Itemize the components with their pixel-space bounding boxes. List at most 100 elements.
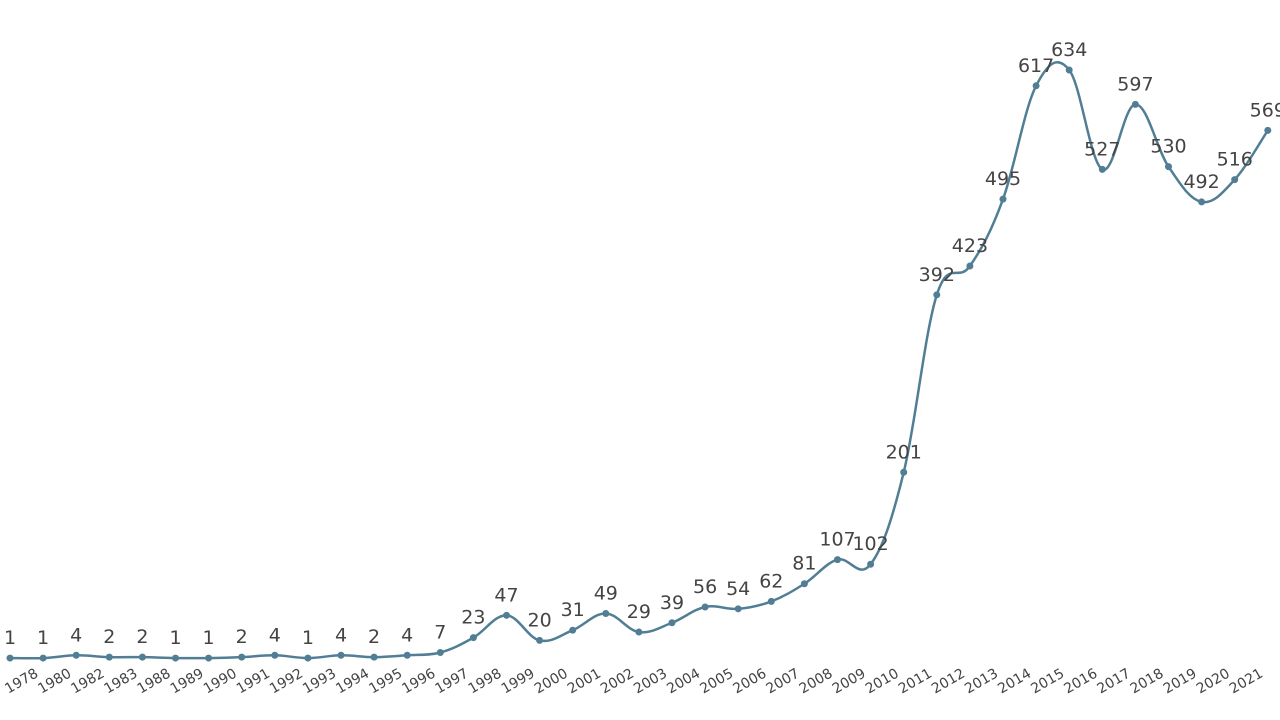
data-label: 201 [886, 441, 922, 463]
data-label: 47 [494, 584, 518, 606]
data-label: 49 [594, 582, 618, 604]
x-tick-label: 2021 [1227, 666, 1266, 698]
data-point [172, 654, 179, 662]
data-label: 107 [819, 529, 855, 551]
data-label: 2 [236, 626, 248, 648]
x-tick-label: 1988 [135, 666, 174, 698]
data-point [337, 651, 345, 659]
data-label: 39 [660, 592, 684, 614]
data-point [72, 651, 80, 659]
data-point [966, 262, 974, 270]
data-label: 597 [1117, 73, 1153, 95]
data-point [602, 609, 610, 617]
data-label: 617 [1018, 55, 1054, 77]
data-label: 530 [1150, 136, 1186, 158]
data-point [1065, 66, 1073, 74]
data-point [503, 611, 510, 619]
x-tick-label: 2014 [995, 666, 1034, 698]
x-tick-label: 1995 [366, 666, 405, 698]
x-tick-label: 1992 [267, 666, 306, 698]
data-label: 516 [1217, 149, 1253, 171]
x-tick-label: 2006 [730, 666, 769, 698]
data-point [867, 560, 875, 568]
x-tick-label: 1978 [2, 666, 41, 698]
data-label: 31 [561, 599, 585, 621]
data-point [569, 626, 577, 634]
x-tick-label: 1993 [300, 666, 339, 698]
data-label: 495 [985, 168, 1021, 190]
data-point [734, 605, 742, 613]
data-label: 56 [693, 576, 717, 598]
x-tick-label: 2020 [1194, 666, 1233, 698]
data-point [1032, 82, 1040, 90]
x-tick-label: 1982 [68, 666, 107, 698]
data-point [800, 580, 808, 588]
data-point [933, 291, 941, 299]
x-tick-label: 1999 [499, 666, 538, 698]
x-tick-label: 2012 [929, 666, 968, 698]
data-label: 2 [368, 626, 380, 648]
x-tick-label: 1998 [466, 666, 505, 698]
data-label: 1 [4, 627, 16, 649]
data-point [701, 603, 709, 611]
data-label: 7 [434, 621, 446, 643]
data-label: 527 [1084, 138, 1120, 160]
data-point [834, 556, 841, 564]
data-point [138, 653, 146, 661]
x-tick-label: 2017 [1095, 666, 1134, 698]
data-point [1264, 126, 1272, 134]
data-label: 569 [1250, 99, 1280, 121]
x-tick-label: 2010 [863, 666, 902, 698]
data-point [238, 653, 246, 661]
data-point [900, 468, 908, 476]
data-label: 4 [269, 624, 281, 646]
x-tick-label: 2015 [1028, 666, 1067, 698]
x-tick-label: 2007 [764, 666, 803, 698]
x-tick-label: 2001 [565, 666, 604, 698]
data-point [205, 654, 213, 662]
data-label: 2 [103, 626, 115, 648]
x-tick-label: 2002 [598, 666, 637, 698]
x-tick-label: 1983 [102, 666, 141, 698]
data-label: 4 [335, 624, 347, 646]
series-line [9, 61, 1269, 660]
data-label: 1 [302, 627, 314, 649]
data-label: 4 [401, 624, 413, 646]
data-point [1098, 165, 1106, 173]
data-point [1165, 163, 1172, 171]
data-label: 634 [1051, 39, 1087, 61]
x-tick-label: 2013 [962, 666, 1001, 698]
data-point [436, 648, 444, 656]
data-point [1231, 176, 1239, 184]
data-point [536, 636, 544, 644]
data-point [469, 634, 477, 642]
data-label: 1 [169, 627, 181, 649]
data-label: 2 [136, 626, 148, 648]
data-point [271, 651, 279, 659]
data-label: 392 [919, 264, 955, 286]
x-tick-label: 1997 [433, 666, 472, 698]
data-point [767, 597, 775, 605]
data-point [668, 619, 676, 627]
data-point [39, 654, 47, 662]
data-label: 20 [528, 609, 552, 631]
data-point [635, 628, 643, 636]
x-tick-label: 1994 [333, 666, 372, 698]
data-label: 492 [1183, 171, 1219, 193]
data-label: 81 [792, 553, 816, 575]
x-tick-label: 2004 [664, 666, 703, 698]
data-label: 1 [37, 627, 49, 649]
x-tick-label: 2009 [830, 666, 869, 698]
x-tick-label: 1990 [201, 666, 240, 698]
data-point [403, 651, 411, 659]
x-tick-label: 2019 [1161, 666, 1200, 698]
x-tick-label: 2016 [1061, 666, 1100, 698]
data-label: 62 [759, 570, 783, 592]
x-tick-label: 1996 [399, 666, 438, 698]
x-tick-label: 2003 [631, 666, 670, 698]
x-tick-label: 1991 [234, 666, 273, 698]
data-label: 1 [203, 627, 215, 649]
x-tick-label: 2018 [1128, 666, 1167, 698]
data-label: 54 [726, 578, 750, 600]
